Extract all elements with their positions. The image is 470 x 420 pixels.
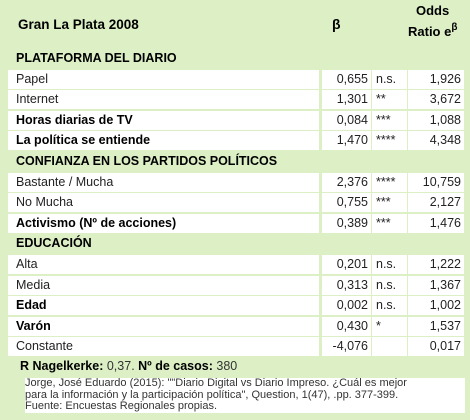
beta-cell: 1,470 xyxy=(322,131,371,151)
variable-label: Alta xyxy=(8,254,319,274)
table-row: Media 0,313 n.s. 1,367 xyxy=(8,275,468,295)
significance-cell: n.s. xyxy=(372,254,407,274)
significance-cell: **** xyxy=(372,131,407,151)
cases-label: Nº de casos: xyxy=(138,359,213,373)
beta-cell: 0,430 xyxy=(322,316,371,336)
table-row: Horas diarias de TV 0,084 *** 1,088 xyxy=(8,110,468,130)
beta-cell: -4,076 xyxy=(322,337,371,357)
table-row: La política se entiende 1,470 **** 4,348 xyxy=(8,130,468,151)
odds-exponent: β xyxy=(451,22,458,33)
significance-cell: n.s. xyxy=(372,296,407,316)
nagelkerke-value: 0,37. xyxy=(106,359,135,373)
odds-ratio-cell: 1,002 xyxy=(408,296,464,316)
table-header: Gran La Plata 2008 β Odds Ratio eβ xyxy=(0,0,470,48)
citation-line-1: Jorge, José Eduardo (2015): ""Diario Dig… xyxy=(25,377,407,389)
source-line: Fuente: Encuestas Regionales propias. xyxy=(25,400,218,412)
odds-ratio-cell: 2,127 xyxy=(408,193,464,213)
odds-ratio-cell: 1,476 xyxy=(408,213,464,233)
section-header-row: EDUCACIÓN xyxy=(8,233,468,253)
beta-cell: 0,313 xyxy=(322,275,371,295)
odds-ratio-cell: 1,926 xyxy=(408,69,464,89)
odds-ratio-cell: 1,537 xyxy=(408,316,464,336)
beta-cell: 0,201 xyxy=(322,254,371,274)
table-row: Edad 0,002 n.s. 1,002 xyxy=(8,295,468,316)
section-label: PLATAFORMA DEL DIARIO xyxy=(16,51,177,65)
variable-label: La política se entiende xyxy=(8,131,319,151)
beta-cell: 2,376 xyxy=(322,172,371,192)
cases-value: 380 xyxy=(216,359,238,373)
source-citation: Jorge, José Eduardo (2015): ""Diario Dig… xyxy=(25,377,465,413)
significance-cell: ** xyxy=(372,90,407,110)
beta-column-header: β xyxy=(332,16,341,32)
model-fit-line: R Nagelkerke: 0,37. Nº de casos: 380 xyxy=(20,359,237,373)
beta-cell: 0,755 xyxy=(322,193,371,213)
beta-cell: 0,002 xyxy=(322,296,371,316)
variable-label: Constante xyxy=(8,337,319,357)
odds-ratio-cell: 4,348 xyxy=(408,131,464,151)
section-label: CONFIANZA EN LOS PARTIDOS POLÍTICOS xyxy=(16,153,278,168)
odds-column-header-line1: Odds xyxy=(416,3,450,18)
table-row: Bastante / Mucha 2,376 **** 10,759 xyxy=(8,172,468,192)
significance-cell: * xyxy=(372,316,407,336)
significance-cell: *** xyxy=(372,213,407,233)
table-row: Activismo (Nº de acciones) 0,389 *** 1,476 xyxy=(8,213,468,233)
table-row: Internet 1,301 ** 3,672 xyxy=(8,89,468,110)
table-row: Alta 0,201 n.s. 1,222 xyxy=(8,254,468,274)
beta-cell: 1,301 xyxy=(322,90,371,110)
variable-label: Edad xyxy=(8,296,319,316)
significance-cell: *** xyxy=(372,110,407,130)
significance-cell: n.s. xyxy=(372,69,407,89)
odds-ratio-cell: 3,672 xyxy=(408,90,464,110)
significance-cell: *** xyxy=(372,193,407,213)
table-row: No Mucha 0,755 *** 2,127 xyxy=(8,192,468,213)
beta-cell: 0,655 xyxy=(322,69,371,89)
table-body: PLATAFORMA DEL DIARIO Papel 0,655 n.s. 1,926… xyxy=(8,48,468,357)
beta-cell: 0,389 xyxy=(322,213,371,233)
variable-label: Horas diarias de TV xyxy=(8,110,319,130)
nagelkerke-label: R Nagelkerke: xyxy=(20,359,104,373)
variable-label: Varón xyxy=(8,316,319,336)
odds-ratio-cell: 1,222 xyxy=(408,254,464,274)
significance-cell xyxy=(372,337,407,357)
table-title: Gran La Plata 2008 xyxy=(18,17,139,32)
variable-label: Media xyxy=(8,275,319,295)
section-label: EDUCACIÓN xyxy=(16,236,92,251)
odds-ratio-label: Ratio e xyxy=(408,24,452,39)
variable-label: Bastante / Mucha xyxy=(8,172,319,192)
odds-ratio-cell: 1,367 xyxy=(408,275,464,295)
variable-label: No Mucha xyxy=(8,193,319,213)
significance-cell: n.s. xyxy=(372,275,407,295)
odds-column-header-line2: Ratio eβ xyxy=(408,22,458,40)
section-header-row: PLATAFORMA DEL DIARIO xyxy=(8,48,468,68)
beta-cell: 0,084 xyxy=(322,110,371,130)
odds-ratio-cell: 0,017 xyxy=(408,337,464,357)
section-header-row: CONFIANZA EN LOS PARTIDOS POLÍTICOS xyxy=(8,151,468,171)
table-row: Constante -4,076 0,017 xyxy=(8,336,468,357)
variable-label: Internet xyxy=(8,90,319,110)
significance-cell: **** xyxy=(372,172,407,192)
table-row: Varón 0,430 * 1,537 xyxy=(8,316,468,336)
odds-ratio-cell: 1,088 xyxy=(408,110,464,130)
citation-line-2: para la información y la participación p… xyxy=(25,388,399,401)
table-row: Papel 0,655 n.s. 1,926 xyxy=(8,69,468,89)
variable-label: Papel xyxy=(8,69,319,89)
variable-label: Activismo (Nº de acciones) xyxy=(8,213,319,233)
odds-ratio-cell: 10,759 xyxy=(408,172,464,192)
